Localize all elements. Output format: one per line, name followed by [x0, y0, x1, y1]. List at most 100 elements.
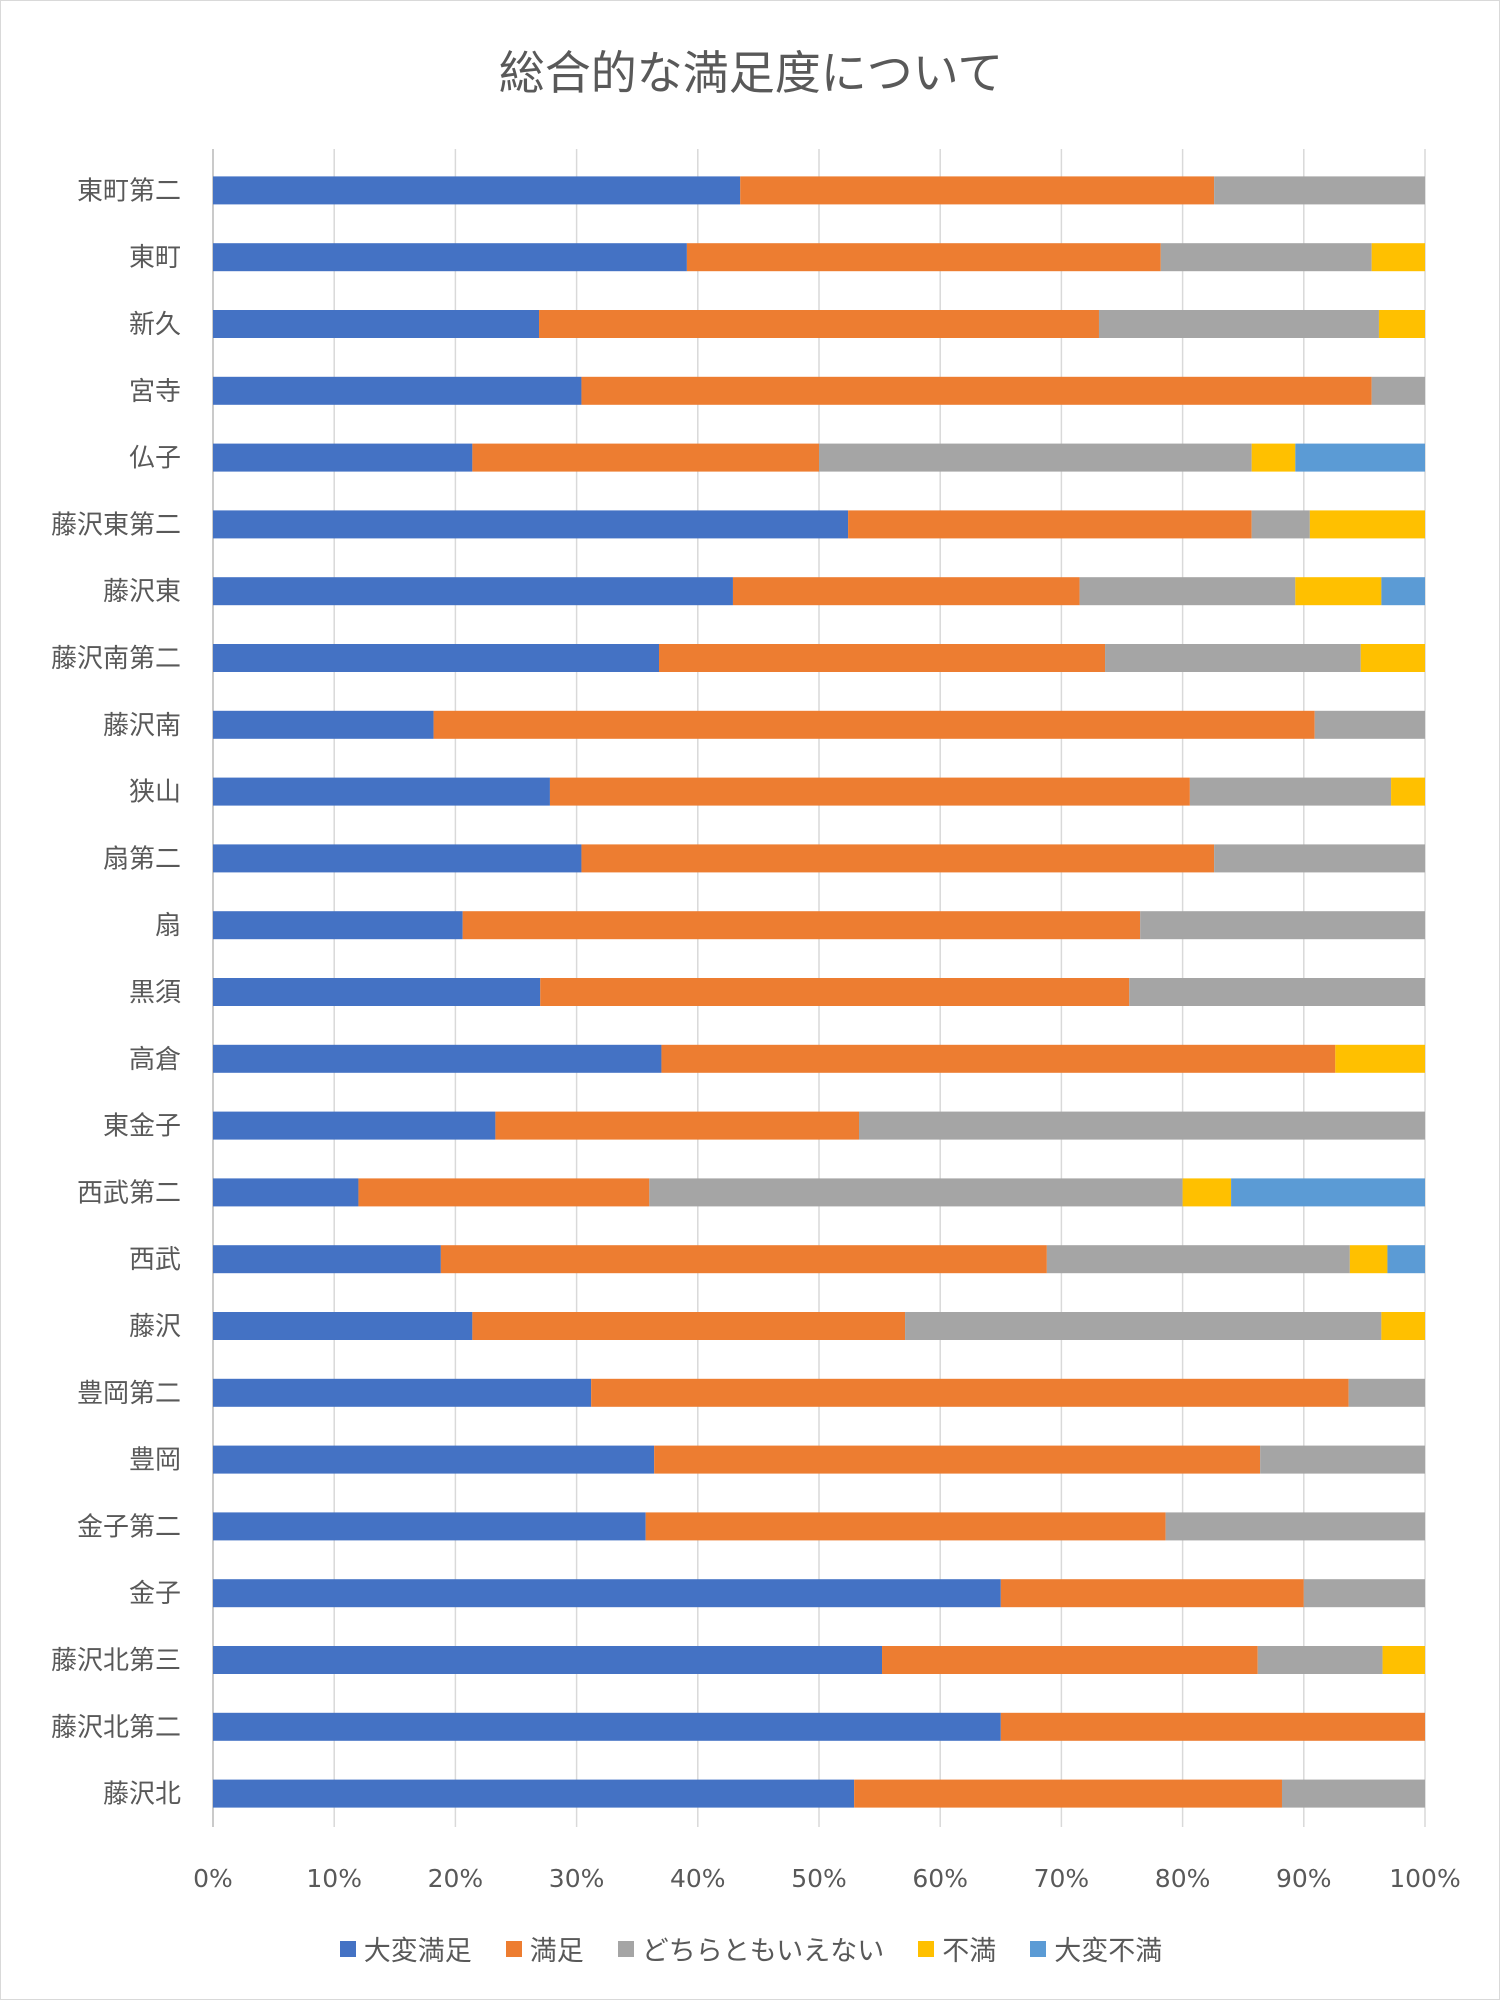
bar-segment: [213, 1178, 359, 1207]
category-label: 豊岡: [129, 1446, 181, 1476]
bar-segment: [358, 1178, 650, 1207]
legend-label: 大変不満: [1054, 1936, 1163, 1967]
bar-segment: [213, 1378, 592, 1407]
category-label: 高倉: [129, 1045, 181, 1075]
bar-segment: [1000, 1712, 1425, 1741]
bar-segment: [1387, 1245, 1425, 1274]
bar-segment: [213, 1312, 473, 1340]
bar-segment: [213, 1044, 662, 1073]
bar-segment: [1371, 243, 1425, 272]
legend-swatch: [918, 1940, 935, 1957]
bar-segment: [1105, 644, 1361, 672]
legend-swatch: [617, 1940, 634, 1957]
bar-segment: [540, 978, 1130, 1006]
bar-segment: [905, 1312, 1382, 1340]
x-tick-label: 0%: [193, 1864, 233, 1893]
category-label: 西武: [129, 1245, 181, 1275]
legend-swatch: [505, 1940, 522, 1957]
bar-segment: [1160, 243, 1372, 272]
bar-segment: [591, 1378, 1349, 1407]
bar-segment: [1281, 1779, 1425, 1808]
bar-segment: [848, 510, 1252, 539]
bar-segment: [1251, 443, 1296, 472]
bar-segment: [1335, 1044, 1425, 1073]
category-label: 金子第二: [77, 1512, 181, 1542]
bar-segment: [1391, 777, 1425, 806]
bar-segment: [1189, 777, 1392, 806]
category-label: 東町第二: [77, 176, 181, 206]
bar-segment: [213, 777, 550, 806]
bar-segment: [1214, 844, 1425, 873]
bar-segment: [213, 376, 582, 405]
bar-segment: [1231, 1178, 1425, 1207]
chart-title: 総合的な満足度について: [498, 46, 1004, 100]
bar-segment: [819, 443, 1252, 472]
bar-segment: [654, 1445, 1261, 1474]
bar-segment: [213, 1245, 441, 1274]
bar-segment: [1165, 1512, 1425, 1541]
bar-segment: [1303, 1579, 1425, 1608]
x-tick-label: 10%: [306, 1864, 362, 1893]
category-label: 藤沢南: [103, 711, 181, 741]
x-tick-label: 90%: [1276, 1864, 1332, 1893]
bar-segment: [213, 1111, 496, 1140]
x-tick-label: 100%: [1389, 1864, 1460, 1893]
category-label: 東町: [129, 243, 181, 273]
category-label: 扇: [155, 911, 181, 941]
plot-area: 0% 10% 20% 30% 40% 50% 60% 70% 80% 90% 100% 東町第二東町新…: [51, 149, 1461, 1893]
category-label: 藤沢: [129, 1312, 181, 1342]
bar-segment: [472, 443, 819, 472]
category-label: 黒須: [129, 978, 181, 1008]
bar-segment: [213, 1779, 855, 1808]
legend-item: 大変満足: [339, 1929, 472, 1968]
category-label: 豊岡第二: [77, 1379, 181, 1409]
category-label: 宮寺: [129, 377, 181, 407]
bar-segment: [1129, 978, 1425, 1006]
x-tick-label: 50%: [791, 1864, 847, 1893]
bar-segment: [740, 176, 1215, 205]
bar-segment: [661, 1044, 1336, 1073]
bar-segment: [213, 443, 473, 472]
bar-segment: [854, 1779, 1282, 1808]
bar-segment: [213, 310, 540, 338]
bar-segment: [1314, 710, 1425, 739]
bar-segment: [1079, 577, 1296, 606]
x-tick-label: 40%: [670, 1864, 726, 1893]
bar-segment: [1295, 577, 1382, 606]
bar-segment: [213, 243, 687, 272]
bar-segment: [213, 710, 434, 739]
category-label: 藤沢北第三: [51, 1646, 181, 1676]
category-label: 新久: [129, 310, 181, 340]
bar-segment: [581, 376, 1372, 405]
bar-segment: [858, 1111, 1425, 1140]
bar-segment: [539, 310, 1099, 338]
bar-segment: [581, 844, 1215, 873]
legend-label: 大変満足: [363, 1936, 472, 1967]
x-tick-label: 30%: [549, 1864, 605, 1893]
category-label: 藤沢東: [103, 577, 181, 607]
bar-segment: [213, 1712, 1001, 1741]
category-label: 藤沢北: [103, 1780, 181, 1810]
bar-segment: [1140, 911, 1425, 940]
bar-segment: [1182, 1178, 1232, 1207]
bar-segment: [1251, 510, 1310, 539]
category-label: 仏子: [129, 444, 181, 474]
bar-segment: [213, 1646, 883, 1674]
bar-segment: [649, 1178, 1183, 1207]
bar-segment: [213, 510, 849, 539]
legend-item: 不満: [918, 1929, 996, 1968]
bar-segment: [440, 1245, 1047, 1274]
bar-segment: [1378, 310, 1425, 338]
bar-segment: [1381, 577, 1425, 606]
bar-segment: [1348, 1378, 1425, 1407]
bar-segment: [1260, 1445, 1425, 1474]
bar-segment: [1098, 310, 1379, 338]
legend-item: 満足: [505, 1929, 584, 1968]
bar-segment: [686, 243, 1161, 272]
bar-segment: [1349, 1245, 1388, 1274]
bar-segment: [213, 577, 733, 606]
category-label: 扇第二: [103, 844, 181, 874]
category-label: 金子: [129, 1579, 181, 1609]
bar-segment: [1382, 1646, 1425, 1674]
bar-segment: [1295, 443, 1425, 472]
